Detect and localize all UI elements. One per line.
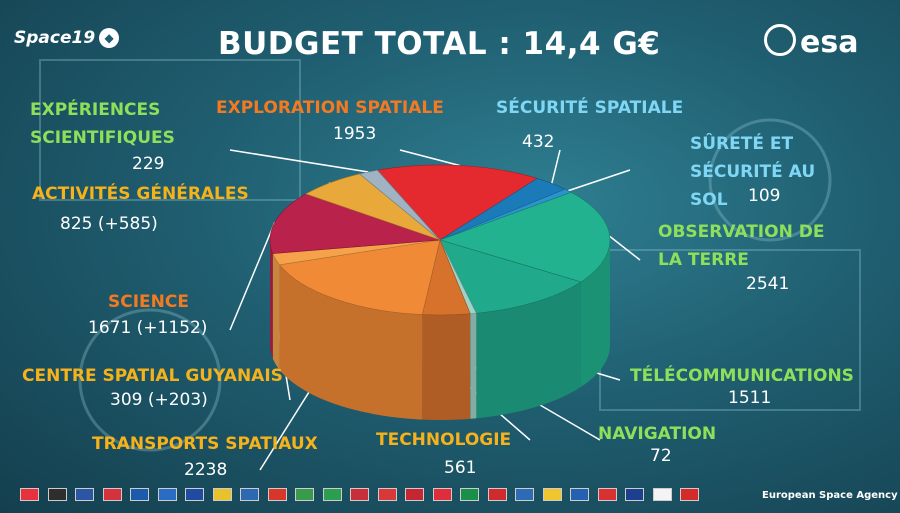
flag-icon <box>75 488 94 501</box>
flag-icon <box>240 488 259 501</box>
flag-icon <box>515 488 534 501</box>
pie-slice-11 <box>358 169 441 241</box>
label-activites-generales: ACTIVITÉS GÉNÉRALES <box>32 184 249 204</box>
value-securite-spatiale: 432 <box>522 132 555 152</box>
flag-icon <box>350 488 369 501</box>
pie-side-4 <box>476 281 581 419</box>
value-surete-securite-sol: 109 <box>748 186 781 206</box>
pie-side-5 <box>470 313 477 419</box>
flag-icon <box>460 488 479 501</box>
label-transports-spatiaux: TRANSPORTS SPATIAUX <box>92 434 318 454</box>
flag-icon <box>405 488 424 501</box>
flag-icon <box>267 488 287 501</box>
flag-icon <box>47 488 67 501</box>
label-navigation: NAVIGATION <box>598 424 717 444</box>
space19-emblem-icon: ◆ <box>99 28 120 48</box>
flag-icon <box>212 488 232 501</box>
pie-side-6 <box>422 313 471 420</box>
pie-side-9 <box>270 240 273 359</box>
flag-icon <box>432 488 452 501</box>
value-exploration-spatiale: 1953 <box>333 124 377 144</box>
flag-icon <box>542 488 562 501</box>
value-transports-spatiaux: 2238 <box>184 460 228 480</box>
flag-icon <box>20 488 39 501</box>
leader-line-3 <box>609 235 641 261</box>
label-experiences-scientifiques: EXPÉRIENCES SCIENTIFIQUES <box>30 100 175 148</box>
leader-line-1 <box>551 149 561 184</box>
value-technologie: 561 <box>444 458 477 478</box>
leader-line-11 <box>229 149 369 173</box>
pie-wedges <box>269 164 611 420</box>
leader-line-0 <box>399 149 460 167</box>
flag-icon <box>597 488 617 501</box>
label-centre-spatial-guyanais: CENTRE SPATIAL GUYANAIS <box>22 366 283 386</box>
page-title: BUDGET TOTAL : 14,4 G€ <box>218 26 661 62</box>
flag-icon <box>295 488 314 501</box>
flag-icon <box>652 488 672 501</box>
space19-logo: Space19 ◆ <box>14 28 120 48</box>
value-navigation: 72 <box>650 446 672 466</box>
value-telecommunications: 1511 <box>728 388 772 408</box>
flag-icon <box>322 488 342 501</box>
flag-icon <box>185 488 204 501</box>
value-centre-spatial-guyanais: 309 (+203) <box>110 390 208 410</box>
pie-slice-0 <box>376 164 538 241</box>
value-experiences-scientifiques: 229 <box>132 154 165 174</box>
pie-side-8 <box>272 253 280 370</box>
pie-slice-3 <box>439 191 611 283</box>
flag-icon <box>102 488 122 501</box>
value-activites-generales: 825 (+585) <box>60 214 158 234</box>
label-telecommunications: TÉLÉCOMMUNICATIONS <box>630 366 854 386</box>
flag-icon <box>680 488 699 501</box>
flag-icon <box>625 488 644 501</box>
flag-icon <box>570 488 589 501</box>
label-exploration-spatiale: EXPLORATION SPATIALE <box>216 98 444 118</box>
value-observation-terre: 2541 <box>746 274 790 294</box>
flag-icon <box>130 488 149 501</box>
label-surete-securite-sol: SÛRETÉ ET SÉCURITÉ AU SOL <box>690 134 816 210</box>
leader-line-9 <box>229 221 276 331</box>
value-science: 1671 (+1152) <box>88 318 208 338</box>
label-securite-spatiale: SÉCURITÉ SPATIALE <box>496 98 684 118</box>
flag-icon <box>157 488 177 501</box>
label-observation-terre: OBSERVATION DE LA TERRE <box>658 222 825 270</box>
leader-line-2 <box>567 169 631 192</box>
label-science: SCIENCE <box>108 292 189 312</box>
pie-side-7 <box>279 264 423 420</box>
esa-globe-icon <box>764 24 796 56</box>
label-technologie: TECHNOLOGIE <box>376 430 512 450</box>
flag-icon <box>377 488 397 501</box>
pie-slice-4 <box>439 239 582 314</box>
pie-slice-9 <box>269 193 441 254</box>
esa-logo: esa <box>764 24 858 60</box>
footer-agency-name: European Space Agency <box>762 490 898 501</box>
flag-icon <box>487 488 507 501</box>
